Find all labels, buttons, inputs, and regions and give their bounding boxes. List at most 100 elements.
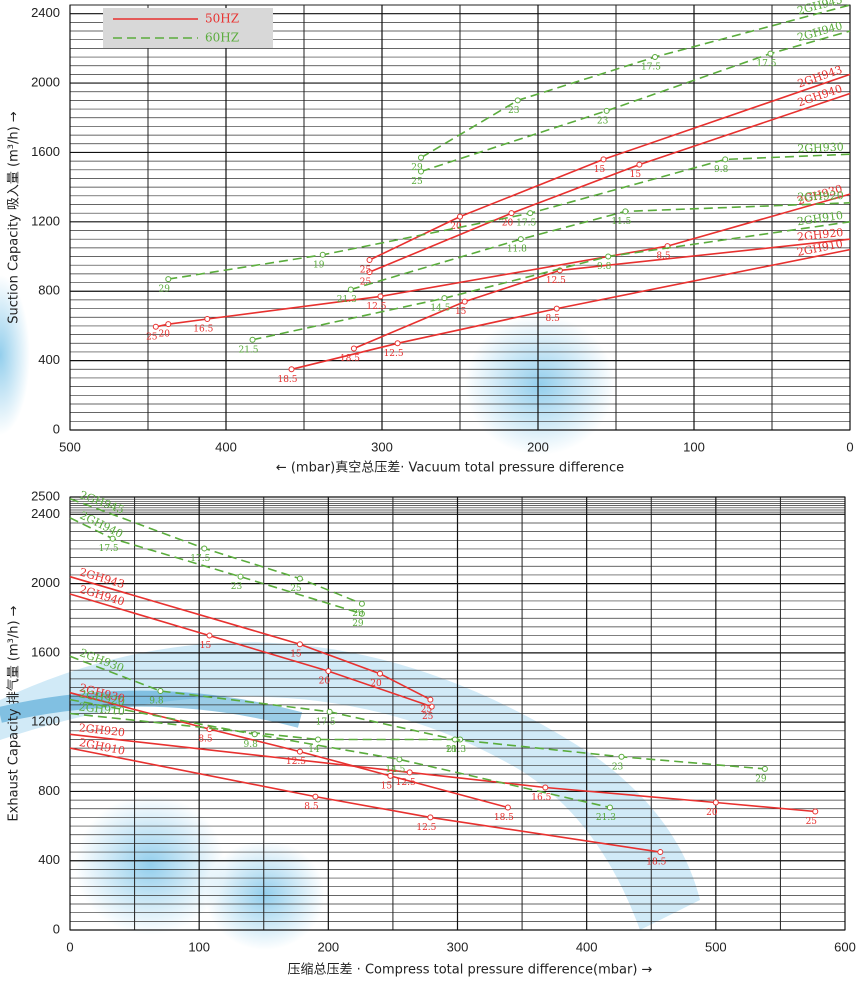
point-label: 15 [630,170,642,180]
data-point [606,804,613,811]
point-label: 17.5 [641,63,661,73]
y-tick-label: 2000 [31,575,60,590]
point-label: 14.5 [385,765,405,775]
data-point [350,345,357,352]
data-point [165,276,172,283]
data-point [712,799,719,806]
series-line [69,712,461,741]
data-point [366,257,373,263]
point-label: 8.5 [198,735,213,745]
data-point [296,641,303,648]
series-line [155,193,851,328]
series-line [168,153,851,280]
x-tick-label: 0 [846,439,853,454]
point-label: 18.5 [277,375,297,385]
x-tick-label: 300 [371,439,393,454]
series-line [369,73,851,261]
y-tick-label: 2000 [31,74,60,89]
data-point [377,670,383,677]
y-tick-label: 400 [38,852,60,867]
data-point [553,305,560,312]
data-point [157,687,164,694]
point-label: 8.5 [546,314,561,324]
data-point [201,545,208,552]
data-point [326,708,333,715]
x-tick-label: 200 [317,939,339,954]
point-label: 11.5 [611,217,631,227]
data-point [622,208,629,215]
y-tick-label: 800 [38,783,60,798]
point-label: 18.5 [340,354,360,364]
point-label: 17.5 [190,554,210,564]
data-point [396,756,403,763]
data-point [312,793,319,800]
data-point [366,269,373,276]
point-label: 25 [806,817,818,827]
y-tick-label: 0 [53,421,60,436]
legend-box [103,8,273,48]
point-label: 25 [421,705,433,715]
point-label: 20 [159,330,171,340]
chart-panel: 0 400 800 1200 1600 2000 2400 2500 0 100 200 300 400… [6,488,856,977]
data-point [204,315,211,322]
series-line [353,238,851,350]
point-label: 16.5 [531,793,551,803]
point-label: 12.5 [546,276,566,286]
series-line [350,202,851,291]
point-label: 21.3 [337,295,357,305]
point-label: 23 [597,116,609,126]
y-tick-label: 1600 [31,644,60,659]
y-axis-label: Suction Capacity 吸入量 (m³/h) → [7,111,22,324]
data-point [394,340,401,347]
series-name: 2GH920 [796,226,843,244]
point-label: 15 [200,641,212,651]
y-tick-label: 800 [38,283,60,298]
point-label: 25 [360,266,372,276]
point-label: 29 [352,609,364,619]
point-label: 16.5 [193,324,213,334]
series-line [69,747,661,853]
data-point [527,210,534,217]
point-label: 9.8 [149,696,164,706]
point-label: 12.5 [396,778,416,788]
y-tick-label: 0 [53,921,60,936]
data-point [517,236,524,243]
data-point [657,849,664,856]
point-label: 21.5 [238,345,258,355]
x-tick-label: 300 [447,939,469,954]
data-point [315,736,321,743]
data-point [428,703,435,710]
data-point [296,575,303,582]
point-label: 8.5 [304,802,319,812]
legend-label: 60HZ [205,31,239,45]
series-name: 2GH920 [78,721,126,739]
data-point [812,808,819,815]
point-label: 23 [612,762,624,772]
point-label: 14.5 [430,304,450,314]
data-point [457,213,463,220]
data-point [722,156,729,163]
data-point [325,668,332,675]
data-point [165,321,172,328]
series-line [369,92,851,273]
series-line [291,248,851,371]
point-label: 29 [755,774,767,784]
data-point [461,298,468,305]
point-label: 25 [290,584,302,594]
point-label: 12.5 [286,757,306,767]
data-point [605,253,612,260]
point-label: 9.8 [714,165,729,175]
data-point [418,154,424,161]
data-point [358,600,365,607]
data-point [288,366,295,373]
point-label: 11.8 [507,245,527,255]
point-label: 25 [146,332,158,342]
data-point [347,286,354,293]
series-name: 2GH920 [797,189,844,204]
series-line [69,497,363,605]
series-name: 2GH910 [78,700,125,718]
data-point [152,323,159,330]
y-tick-label: 2400 [31,506,60,521]
x-tick-label: 600 [834,939,856,954]
data-point [237,573,244,580]
